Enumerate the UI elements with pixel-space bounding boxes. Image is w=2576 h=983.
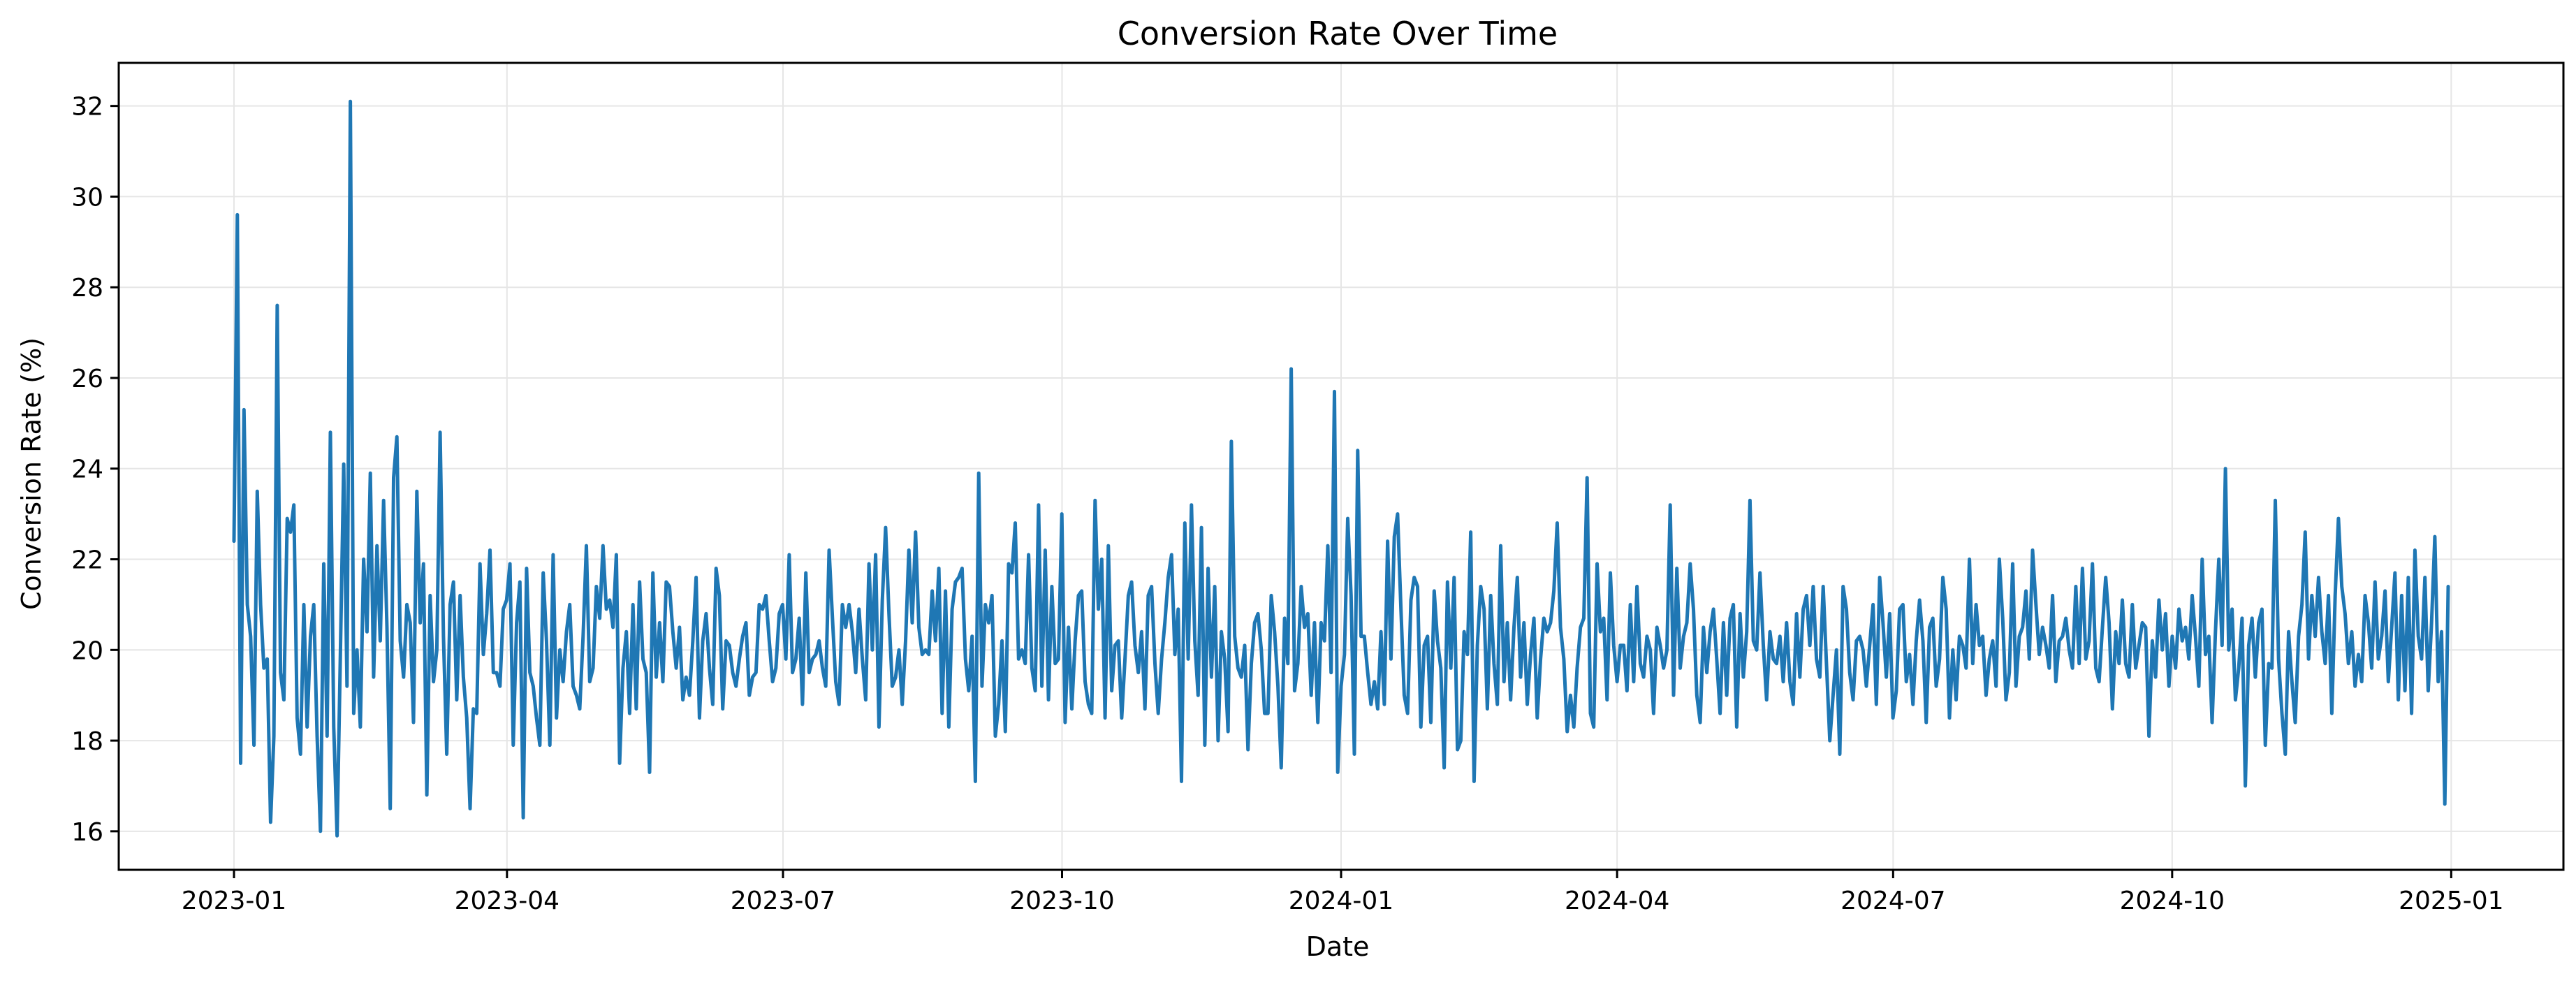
chart-title: Conversion Rate Over Time (1118, 15, 1558, 52)
x-tick-label: 2023-10 (1009, 887, 1114, 915)
y-tick-label: 20 (71, 636, 103, 665)
grid-lines (119, 63, 2563, 870)
y-tick-label: 18 (71, 727, 103, 756)
y-tick-label: 28 (71, 274, 103, 303)
y-tick-label: 26 (71, 365, 103, 393)
x-tick-label: 2024-07 (1840, 887, 1945, 915)
y-tick-label: 16 (71, 818, 103, 847)
x-tick-label: 2024-01 (1289, 887, 1393, 915)
x-tick-label: 2023-04 (455, 887, 559, 915)
axis-ticks: 16 18 20 22 24 26 28 30 32 2023-01 2023-04 2023-07 2… (71, 93, 2503, 915)
x-tick-label: 2024-04 (1565, 887, 1669, 915)
y-tick-label: 22 (71, 546, 103, 575)
y-axis-label: Conversion Rate (%) (16, 337, 47, 610)
y-tick-label: 24 (71, 456, 103, 484)
plot-area (232, 99, 2450, 838)
x-tick-label: 2023-01 (182, 887, 286, 915)
x-tick-label: 2024-10 (2120, 887, 2225, 915)
x-tick-label: 2023-07 (731, 887, 835, 915)
y-tick-label: 30 (71, 183, 103, 212)
series-line-0 (232, 99, 2450, 838)
x-tick-label: 2025-01 (2399, 887, 2503, 915)
y-tick-label: 32 (71, 93, 103, 122)
x-axis-label: Date (1306, 931, 1370, 962)
